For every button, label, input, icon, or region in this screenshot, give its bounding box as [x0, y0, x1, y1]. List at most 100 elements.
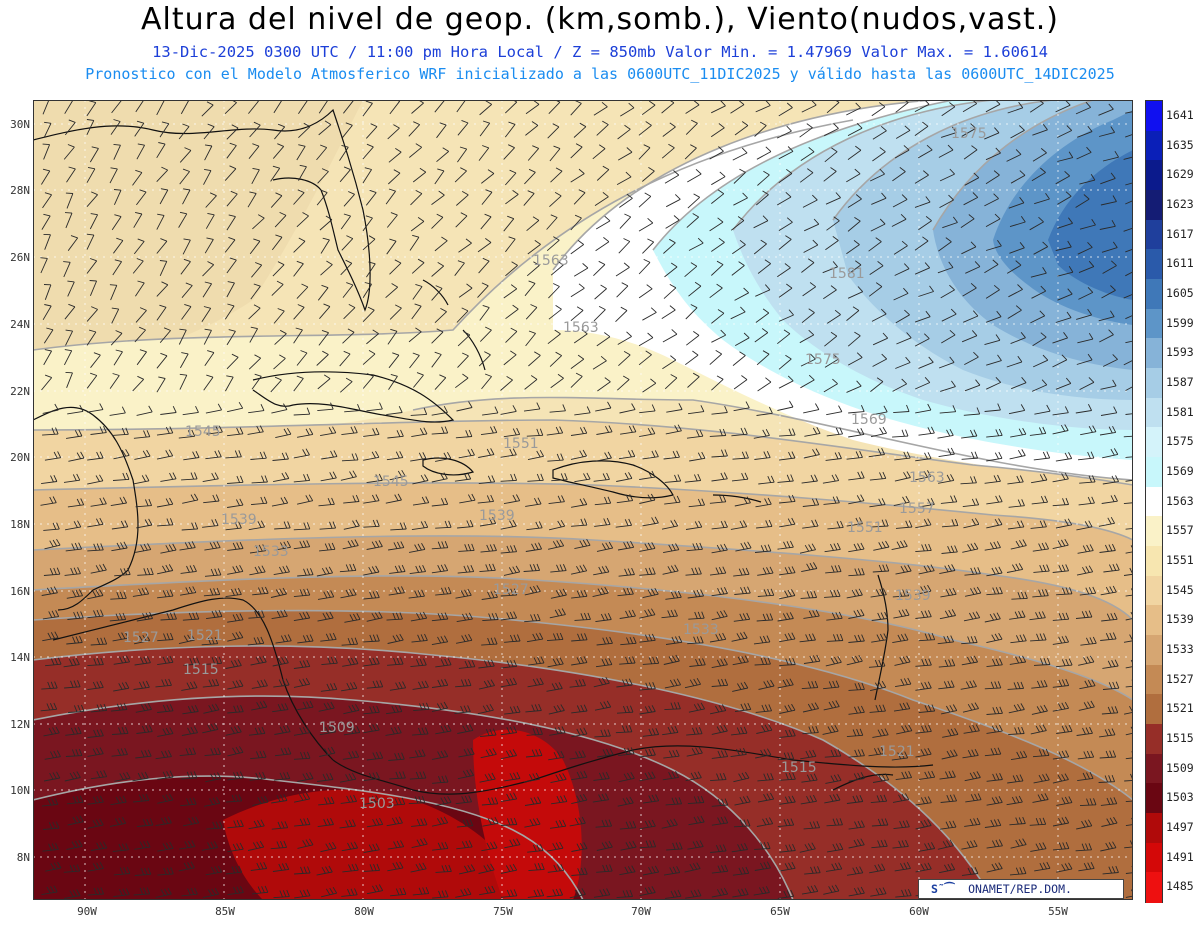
wind-barb — [551, 801, 567, 805]
wind-barb — [227, 685, 244, 690]
wind-barb — [525, 503, 542, 507]
wind-barb — [366, 263, 376, 278]
wind-barb-flag — [897, 634, 902, 642]
wind-barb-flag — [256, 862, 261, 870]
wind-barb-flag — [55, 842, 59, 850]
wind-barb — [570, 358, 585, 369]
wind-barb — [984, 687, 1001, 690]
wind-barb-flag — [1016, 520, 1021, 528]
wind-barb-flag — [632, 656, 636, 664]
wind-barb-flag — [1082, 545, 1087, 553]
wind-barb-flag — [115, 613, 120, 621]
wind-barb-flag — [365, 100, 373, 104]
wind-barb-flag — [353, 794, 358, 802]
wind-barb — [133, 213, 143, 228]
wind-barb-flag — [348, 819, 353, 827]
wind-barb — [918, 710, 935, 714]
wind-barb-flag — [436, 328, 444, 333]
wind-barb — [1078, 502, 1095, 506]
wind-barb-flag — [207, 212, 215, 216]
wind-barb — [389, 777, 406, 780]
wind-barb-flag — [834, 309, 841, 315]
wind-barb-flag — [92, 590, 97, 598]
wind-barb-flag — [140, 657, 144, 664]
wind-barb — [136, 144, 145, 160]
wind-barb — [1080, 431, 1097, 436]
wind-barb — [134, 873, 151, 876]
wind-barb-flag — [72, 816, 77, 824]
wind-barb-flag — [239, 542, 244, 549]
wind-barb-flag — [1058, 613, 1063, 620]
wind-barb-flag — [279, 841, 284, 848]
wind-barb-flag — [1017, 592, 1021, 599]
wind-barb-flag — [166, 612, 170, 620]
wind-barb-flag — [608, 840, 613, 848]
wind-barb — [1055, 317, 1072, 323]
wind-barb-flag — [691, 567, 695, 575]
wind-barb-flag — [743, 703, 748, 711]
wind-barb — [940, 826, 957, 830]
wind-barb-flag — [1062, 587, 1066, 595]
wind-barb-flag — [509, 678, 514, 686]
wind-barb — [87, 480, 103, 485]
wind-barb-flag — [206, 374, 214, 378]
wind-barb-flag — [486, 448, 491, 456]
wind-barb — [965, 799, 982, 803]
wind-barb — [826, 824, 843, 827]
wind-barb-flag — [738, 261, 745, 266]
wind-barb-flag — [971, 145, 978, 151]
wind-barb-flag — [879, 147, 886, 153]
wind-barb-flag — [195, 406, 199, 413]
wind-barb — [848, 826, 865, 830]
wind-barb-flag — [836, 542, 841, 550]
wind-barb-flag — [512, 749, 517, 756]
wind-barb — [113, 661, 130, 665]
wind-barb — [87, 615, 104, 619]
wind-barb-flag — [923, 585, 928, 593]
wind-barb-flag — [415, 283, 423, 287]
wind-barb-flag — [125, 681, 130, 689]
wind-barb — [251, 169, 260, 185]
wind-barb — [870, 432, 887, 438]
wind-barb-flag — [578, 679, 583, 687]
wind-barb-flag — [949, 356, 955, 363]
wind-barb-flag — [582, 263, 589, 269]
wind-barb-flag — [646, 284, 653, 290]
wind-barb-flag — [675, 797, 679, 805]
wind-barb-flag — [440, 817, 445, 824]
wind-barb — [846, 456, 863, 460]
wind-barb-flag — [182, 123, 190, 127]
wind-barb-flag — [76, 796, 80, 803]
lat-label: 26N — [10, 251, 30, 264]
wind-barb-flag — [216, 587, 221, 595]
wind-barb-flag — [815, 498, 820, 505]
wind-barb — [593, 478, 610, 482]
wind-barb-flag — [277, 657, 282, 665]
wind-barb-flag — [183, 635, 189, 642]
wind-barb-flag — [586, 406, 591, 413]
wind-barb-flag — [556, 864, 561, 871]
wind-barb — [662, 333, 678, 343]
wind-barb-flag — [899, 657, 904, 664]
wind-barb — [362, 146, 374, 160]
wind-barb — [365, 192, 377, 206]
wind-barb — [457, 571, 474, 574]
lat-label: 22N — [10, 385, 30, 398]
wind-barb — [1052, 618, 1069, 621]
wind-barb-flag — [605, 425, 610, 433]
wind-barb — [961, 845, 978, 850]
wind-barb — [779, 434, 796, 437]
wind-barb-flag — [354, 657, 359, 664]
wind-barb-flag — [236, 475, 241, 483]
wind-barb — [848, 548, 865, 553]
wind-barb — [157, 733, 174, 737]
wind-barb — [112, 433, 129, 436]
wind-barb — [1077, 246, 1093, 255]
wind-barb-flag — [142, 681, 147, 688]
wind-barb-flag — [487, 797, 492, 805]
wind-barb-flag — [675, 842, 680, 850]
wind-barb — [1033, 570, 1050, 573]
wind-barb-flag — [628, 518, 633, 526]
wind-barb-flag — [482, 257, 490, 262]
wind-barb-flag — [724, 520, 728, 528]
